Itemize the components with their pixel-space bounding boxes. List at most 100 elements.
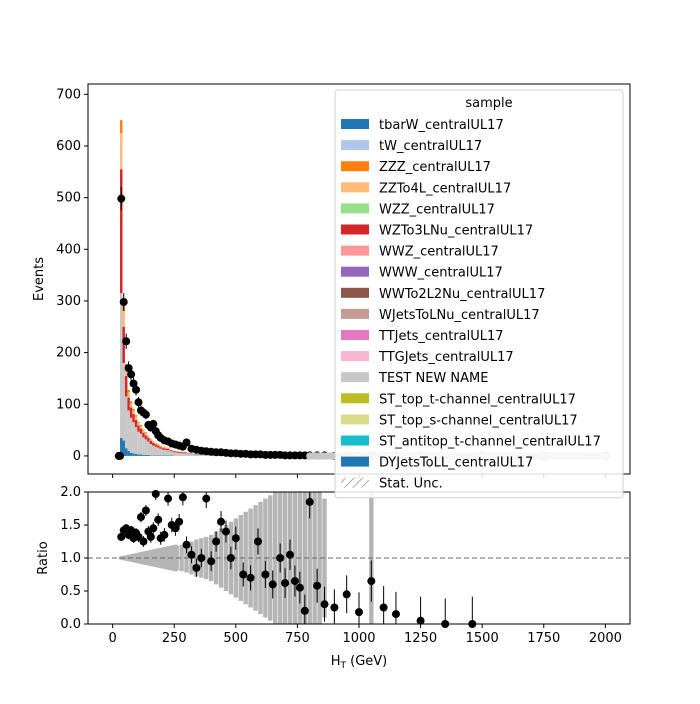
legend-swatch [341, 203, 369, 214]
ratio-point [136, 513, 145, 522]
bar-4-14 [152, 440, 155, 442]
ratio-y-tick-label: 2.0 [60, 485, 81, 500]
bar-0-15 [154, 455, 157, 456]
ratio-point [305, 497, 314, 506]
ratio-point [146, 532, 155, 541]
ratio-point [391, 610, 400, 619]
ratio-x-tick-label: 500 [223, 631, 248, 646]
bar-1-1 [120, 293, 123, 438]
legend-title: sample [465, 96, 512, 111]
bar-0-14 [152, 455, 155, 456]
bar-2-24 [186, 453, 193, 454]
bar-2-16 [156, 445, 160, 448]
bar-1-24 [186, 453, 193, 456]
legend-swatch [341, 351, 369, 362]
bar-0-5 [129, 452, 133, 456]
ratio-point [217, 517, 226, 526]
ratio-y-tick-label: 0.0 [60, 617, 81, 632]
data-point [149, 419, 158, 428]
bar-3-4 [127, 392, 130, 398]
bar-2-2 [122, 326, 125, 363]
legend-entry-label: TTJets_centralUL17 [378, 329, 504, 344]
ratio-point [226, 554, 235, 562]
y-tick-label: 700 [56, 87, 81, 102]
bar-2-5 [129, 407, 133, 418]
ratio-point [290, 577, 299, 586]
bar-3-17 [159, 446, 162, 448]
ratio-point [268, 580, 277, 589]
ratio-point [367, 577, 376, 586]
bar-0-3 [124, 448, 128, 456]
bar-1-12 [147, 441, 150, 455]
legend-entry-label: ST_top_t-channel_centralUL17 [379, 392, 576, 407]
ratio-y-axis-label: Ratio [36, 541, 51, 574]
ratio-point [221, 527, 230, 536]
bar-0-8 [137, 454, 140, 456]
bar-0-11 [144, 454, 148, 456]
bar-2-20 [169, 450, 173, 452]
x-axis-label: HT (GeV) [331, 654, 388, 671]
legend-swatch [341, 414, 369, 425]
unc-band-bar [204, 536, 209, 580]
bar-0-18 [161, 455, 166, 456]
legend-swatch [341, 330, 369, 340]
ratio-point [261, 570, 270, 579]
ratio-x-tick-label: 1000 [342, 631, 375, 646]
bar-2-14 [152, 443, 155, 446]
bar-4-17 [159, 445, 162, 447]
bar-2-23 [181, 452, 187, 454]
data-point [134, 398, 143, 407]
bar-2-7 [134, 419, 138, 427]
bar-2-4 [127, 397, 130, 411]
bar-3-3 [124, 368, 128, 376]
legend-box [334, 89, 624, 499]
y-tick-label: 100 [56, 397, 81, 412]
ratio-x-tick-label: 1500 [466, 631, 499, 646]
bar-3-12 [147, 436, 150, 438]
bar-0-20 [169, 455, 173, 456]
data-point [141, 410, 150, 419]
bar-4-10 [142, 429, 145, 431]
data-point [117, 194, 126, 203]
legend-swatch [341, 182, 369, 193]
data-point [119, 297, 128, 306]
legend-swatch [341, 477, 369, 488]
bar-1-4 [127, 410, 130, 451]
bar-3-14 [152, 441, 155, 444]
ratio-point [175, 517, 184, 526]
bar-3-20 [169, 449, 173, 451]
bar-0-17 [159, 455, 162, 456]
bar-4-11 [144, 432, 148, 434]
bar-0-12 [147, 454, 150, 456]
ratio-y-tick-label: 1.0 [60, 551, 81, 566]
bar-1-2 [122, 362, 125, 441]
unc-band-bar [307, 492, 312, 624]
ratio-point [355, 608, 363, 617]
legend-entry-label: tW_centralUL17 [379, 139, 482, 154]
ratio-x-tick-label: 1750 [527, 631, 560, 646]
legend-swatch [341, 266, 369, 277]
bar-3-24 [186, 452, 193, 454]
bar-1-25 [192, 454, 199, 456]
legend-entry-label: DYJetsToLL_centralUL17 [379, 456, 533, 471]
legend-entry-label: WJetsToLNu_centralUL17 [379, 308, 540, 323]
bar-1-18 [161, 449, 166, 456]
data-point [116, 451, 125, 460]
bar-2-1 [120, 169, 123, 294]
legend-swatch [341, 119, 369, 129]
bar-0-13 [149, 455, 153, 456]
ratio-point [141, 506, 150, 515]
unc-band-bar [179, 544, 184, 572]
bar-3-15 [154, 443, 157, 445]
bar-1-8 [137, 431, 140, 455]
unc-band-bar [317, 492, 322, 624]
legend-swatch [341, 456, 369, 467]
ratio-point [154, 515, 163, 524]
y-tick-label: 600 [56, 139, 81, 154]
ratio-point [416, 616, 425, 625]
bar-4-8 [137, 421, 140, 423]
ratio-point [342, 590, 351, 599]
bar-2-25 [192, 453, 199, 455]
legend-swatch [341, 393, 369, 404]
